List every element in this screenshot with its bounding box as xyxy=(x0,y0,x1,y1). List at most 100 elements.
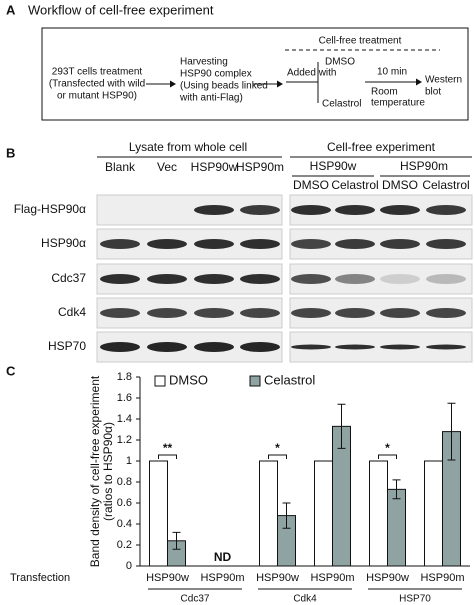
lane-group: HSP90w xyxy=(310,159,357,173)
blot-header: Lysate from whole cell xyxy=(129,140,247,154)
y-tick-label: 0.8 xyxy=(117,476,132,488)
treatment-header: Cell-free treatment xyxy=(319,36,402,47)
bar xyxy=(424,460,443,567)
arrow-head xyxy=(277,80,283,88)
legend-label: DMSO xyxy=(169,372,208,387)
significance: * xyxy=(385,441,390,455)
blot-band xyxy=(291,239,331,249)
blot-band xyxy=(380,205,420,215)
x-tick-label: HSP90m xyxy=(420,572,464,584)
group-label: HSP70 xyxy=(399,594,431,605)
blot-band xyxy=(291,205,331,215)
group-label: Cdk4 xyxy=(293,594,317,605)
row-label: HSP70 xyxy=(48,339,86,353)
blot-band xyxy=(194,239,234,249)
error-bar xyxy=(337,403,346,449)
lane-label: Celastrol xyxy=(331,178,378,192)
workflow-step: temperature xyxy=(371,98,425,109)
y-tick-label: 1.2 xyxy=(117,434,132,446)
bar xyxy=(259,460,278,567)
lane-label: DMSO xyxy=(293,178,329,192)
error-bar xyxy=(282,502,291,529)
blot-band xyxy=(335,344,375,350)
blot-band xyxy=(147,274,187,284)
significance-bracket xyxy=(158,454,177,459)
group-label: Cdc37 xyxy=(181,594,210,605)
y-tick-label: 0.6 xyxy=(117,497,132,509)
workflow-step: Harvesting xyxy=(180,57,228,68)
row-label: HSP90α xyxy=(41,236,86,250)
blot-band xyxy=(194,342,234,352)
lane-label: Vec xyxy=(157,160,177,174)
arrow-head xyxy=(416,78,422,86)
blot-band xyxy=(380,344,420,350)
blot-band xyxy=(194,205,234,215)
y-tick-label: 1.6 xyxy=(117,392,132,404)
blot-band xyxy=(426,274,466,284)
panel-label: B xyxy=(6,145,15,160)
y-axis-label: Band density of cell-free experiment xyxy=(88,375,102,567)
blot-band xyxy=(194,308,234,318)
y-tick-label: 0 xyxy=(126,560,132,572)
lane-label: Blank xyxy=(105,160,136,174)
blot-band xyxy=(100,239,140,249)
blot-band xyxy=(100,274,140,284)
x-tick-label: HSP90w xyxy=(146,572,189,584)
blot-band xyxy=(380,308,420,318)
x-axis-label: Transfection xyxy=(10,572,70,584)
significance: ** xyxy=(163,441,173,455)
y-tick-label: 0.4 xyxy=(117,518,132,530)
blot-band xyxy=(147,308,187,318)
lane-label: HSP90w xyxy=(191,160,238,174)
x-tick-label: HSP90w xyxy=(256,572,299,584)
blot-band xyxy=(240,308,280,318)
workflow-step: HSP90 complex xyxy=(180,69,252,80)
blot-band xyxy=(147,342,187,352)
blot-band xyxy=(426,344,466,350)
legend-swatch xyxy=(249,375,261,387)
workflow-step: 10 min xyxy=(377,67,407,78)
bar xyxy=(314,460,333,567)
workflow-step: (Using beads linked xyxy=(180,81,268,92)
blot-band xyxy=(194,274,234,284)
workflow-option: Celastrol xyxy=(322,99,361,110)
y-axis-label: (ratios to HSP90α) xyxy=(101,422,115,521)
workflow-step: Western xyxy=(425,75,462,86)
blot-band xyxy=(335,239,375,249)
blot-band xyxy=(291,344,331,350)
blot-band xyxy=(380,274,420,284)
x-tick-label: HSP90w xyxy=(366,572,409,584)
blot-band xyxy=(147,239,187,249)
significance: * xyxy=(275,441,280,455)
y-tick-label: 1.4 xyxy=(117,413,132,425)
panel-label: C xyxy=(6,363,16,378)
blot-band xyxy=(240,274,280,284)
bar xyxy=(369,460,388,567)
blot-band xyxy=(240,205,280,215)
workflow-step: 293T cells treatment xyxy=(52,67,143,78)
blot-band xyxy=(426,239,466,249)
blot-band xyxy=(240,239,280,249)
workflow-option: DMSO xyxy=(325,57,355,68)
blot-band xyxy=(335,274,375,284)
error-bar xyxy=(172,531,181,550)
blot-band xyxy=(335,205,375,215)
y-tick-label: 0.2 xyxy=(117,539,132,551)
legend-swatch xyxy=(154,375,166,387)
blot-band xyxy=(426,308,466,318)
significance-bracket xyxy=(268,454,287,459)
lane-label: HSP90m xyxy=(236,160,284,174)
blot-band xyxy=(335,308,375,318)
significance-bracket xyxy=(378,454,397,459)
lane-group: HSP90m xyxy=(400,159,448,173)
row-label: Flag-HSP90α xyxy=(14,202,86,216)
blot-band xyxy=(380,239,420,249)
blot-band xyxy=(291,274,331,284)
blot-band xyxy=(100,342,140,352)
error-bar xyxy=(447,402,456,461)
lane-label: Celastrol xyxy=(422,178,469,192)
arrow-head xyxy=(170,80,176,88)
bar xyxy=(149,460,168,567)
workflow-step: (Transfected with wild xyxy=(49,79,145,90)
